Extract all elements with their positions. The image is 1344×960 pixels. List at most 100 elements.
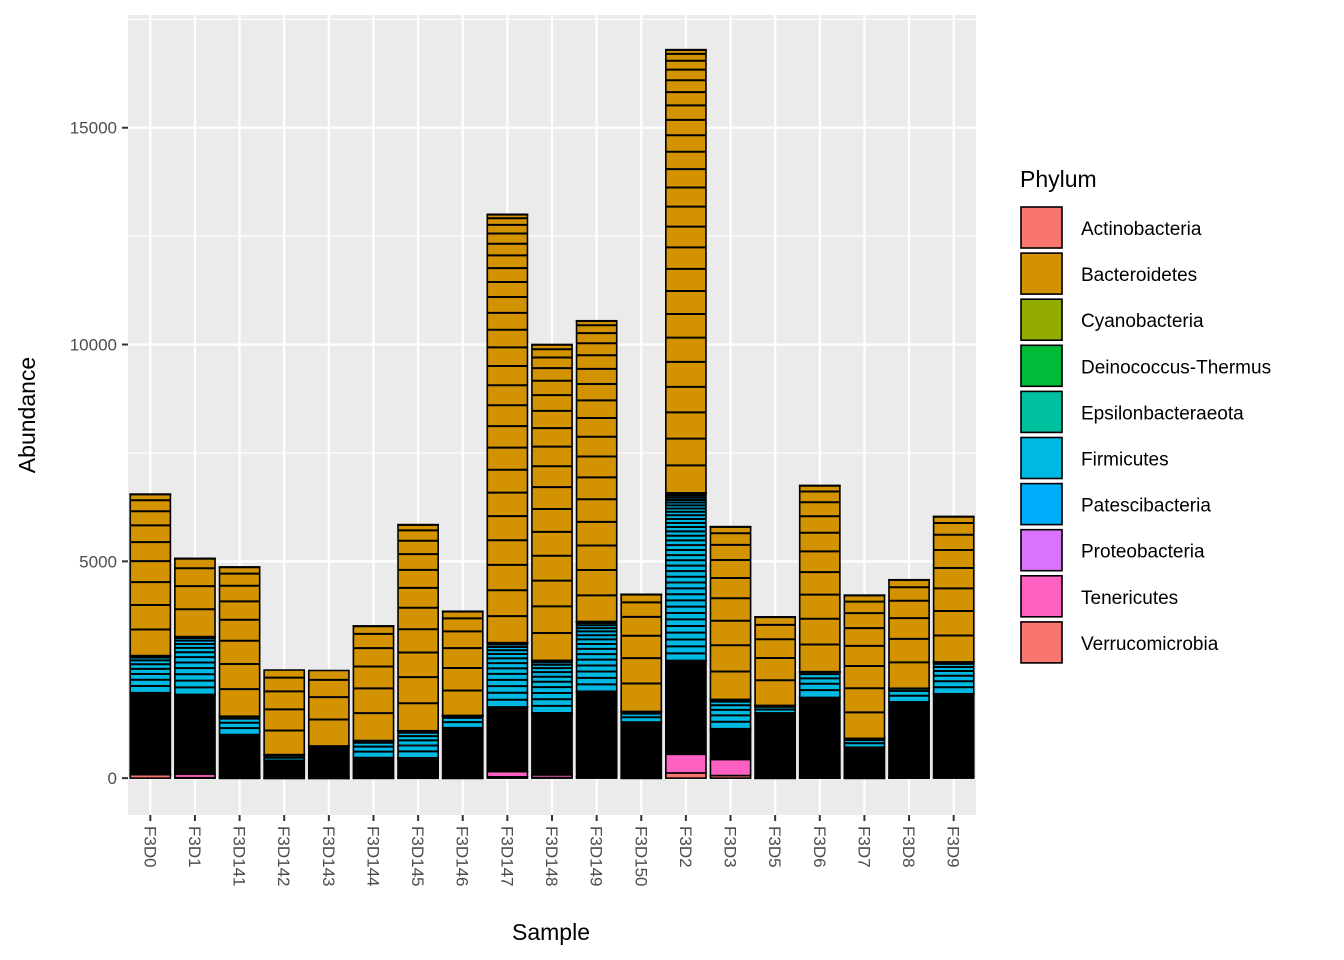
bar-segment bbox=[665, 753, 707, 774]
bar-F3D8 bbox=[888, 578, 930, 780]
y-tick-label: 0 bbox=[108, 769, 117, 788]
bar-segment bbox=[218, 733, 261, 778]
legend-item: Epsilonbacteraeota bbox=[1020, 390, 1244, 434]
bar-segment bbox=[174, 557, 216, 638]
bar-segment bbox=[620, 721, 663, 779]
bar-F3D144 bbox=[352, 625, 395, 780]
bar-segment bbox=[397, 523, 439, 526]
bar-segment bbox=[888, 701, 930, 779]
x-tick-label: F3D0 bbox=[140, 826, 159, 868]
legend-item: Bacteroidetes bbox=[1020, 252, 1197, 296]
x-tick-label: F3D8 bbox=[899, 826, 918, 868]
x-tick-label: F3D149 bbox=[587, 826, 606, 886]
bar-segment bbox=[932, 515, 975, 518]
bar-segment bbox=[263, 669, 306, 756]
bar-segment bbox=[575, 319, 618, 323]
legend-swatch bbox=[1020, 574, 1063, 618]
bar-segment bbox=[665, 49, 707, 494]
bar-F3D5 bbox=[754, 616, 797, 780]
x-axis: F3D0 F3D1 F3D141 F3D142 F3D143 F3D144 F3D145 F3… bbox=[140, 815, 963, 886]
legend-label: Firmicutes bbox=[1081, 450, 1169, 471]
bar-segment bbox=[352, 625, 395, 742]
bar-segment bbox=[754, 616, 797, 707]
bar-segment bbox=[263, 759, 306, 779]
x-axis-title: Sample bbox=[512, 919, 590, 945]
bar-segment bbox=[352, 625, 395, 628]
bar-segment bbox=[709, 727, 752, 761]
legend-label: Tenericutes bbox=[1081, 588, 1178, 609]
y-tick-label: 10000 bbox=[70, 336, 117, 355]
bar-segment bbox=[754, 616, 797, 619]
x-tick-label: F3D144 bbox=[363, 826, 382, 886]
bar-segment bbox=[709, 698, 752, 730]
legend-label: Deinococcus-Thermus bbox=[1081, 357, 1271, 378]
legend-label: Cyanobacteria bbox=[1081, 311, 1204, 332]
bar-F3D149 bbox=[575, 319, 618, 779]
x-tick-label: F3D150 bbox=[631, 826, 650, 886]
bar-segment bbox=[709, 526, 752, 701]
legend-swatch bbox=[1020, 252, 1063, 295]
legend-swatch bbox=[1020, 528, 1063, 572]
bar-segment bbox=[575, 690, 618, 778]
bar-segment bbox=[441, 610, 484, 613]
legend-label: Bacteroidetes bbox=[1081, 265, 1197, 286]
legend-swatch bbox=[1020, 436, 1063, 480]
bar-F3D148 bbox=[531, 343, 573, 779]
legend-swatch bbox=[1020, 344, 1063, 388]
bar-segment bbox=[932, 693, 975, 778]
bar-segment bbox=[665, 48, 707, 51]
bar-segment bbox=[486, 213, 529, 216]
x-tick-label: F3D5 bbox=[765, 826, 784, 868]
x-tick-label: F3D9 bbox=[944, 826, 963, 868]
y-tick-label: 5000 bbox=[79, 552, 117, 571]
x-tick-label: F3D3 bbox=[721, 826, 740, 868]
bar-F3D143 bbox=[307, 669, 350, 780]
bar-segment bbox=[307, 669, 350, 747]
legend-swatch bbox=[1020, 206, 1063, 249]
bar-segment bbox=[620, 593, 663, 713]
bar-F3D150 bbox=[620, 593, 663, 780]
legend-label: Actinobacteria bbox=[1081, 219, 1202, 240]
legend-swatch bbox=[1020, 621, 1063, 664]
bar-segment bbox=[307, 746, 350, 779]
legend-item: Verrucomicrobia bbox=[1020, 620, 1219, 664]
legend: Actinobacteria Bacteroidetes Cyanobacteria… bbox=[1020, 206, 1271, 664]
legend-item: Deinococcus-Thermus bbox=[1020, 344, 1271, 388]
bar-segment bbox=[441, 726, 484, 779]
bar-segment bbox=[531, 712, 573, 776]
legend-label: Proteobacteria bbox=[1081, 542, 1205, 563]
bar-segment bbox=[531, 343, 573, 662]
bar-segment bbox=[709, 758, 752, 777]
bar-F3D7 bbox=[843, 594, 886, 780]
x-tick-label: F3D142 bbox=[274, 826, 293, 886]
bar-segment bbox=[888, 578, 930, 582]
bar-segment bbox=[531, 343, 573, 346]
legend-label: Epsilonbacteraeota bbox=[1081, 403, 1244, 424]
legend-label: Verrucomicrobia bbox=[1081, 634, 1219, 655]
bar-segment bbox=[174, 693, 216, 776]
y-axis-title: Abundance bbox=[14, 357, 40, 473]
x-tick-label: F3D143 bbox=[319, 826, 338, 886]
legend-item: Actinobacteria bbox=[1020, 206, 1202, 249]
bar-segment bbox=[441, 610, 484, 717]
x-tick-label: F3D2 bbox=[676, 826, 695, 868]
bar-segment bbox=[620, 593, 663, 596]
bar-segment bbox=[174, 635, 216, 696]
bar-segment bbox=[665, 659, 707, 756]
bar-segment bbox=[129, 493, 172, 496]
x-tick-label: F3D7 bbox=[854, 826, 873, 868]
bar-segment bbox=[397, 523, 439, 732]
x-tick-label: F3D145 bbox=[408, 826, 427, 886]
bar-F3D147 bbox=[486, 213, 529, 779]
bar-F3D3 bbox=[709, 525, 752, 779]
legend-swatch bbox=[1020, 298, 1063, 342]
x-tick-label: F3D148 bbox=[542, 826, 561, 886]
legend-item: Firmicutes bbox=[1020, 436, 1169, 480]
x-tick-label: F3D1 bbox=[185, 826, 204, 868]
bar-F3D145 bbox=[397, 523, 439, 780]
bar-segment bbox=[129, 493, 172, 657]
bar-F3D2 bbox=[665, 48, 707, 779]
bar-F3D9 bbox=[932, 515, 975, 779]
legend-item: Tenericutes bbox=[1020, 574, 1178, 618]
